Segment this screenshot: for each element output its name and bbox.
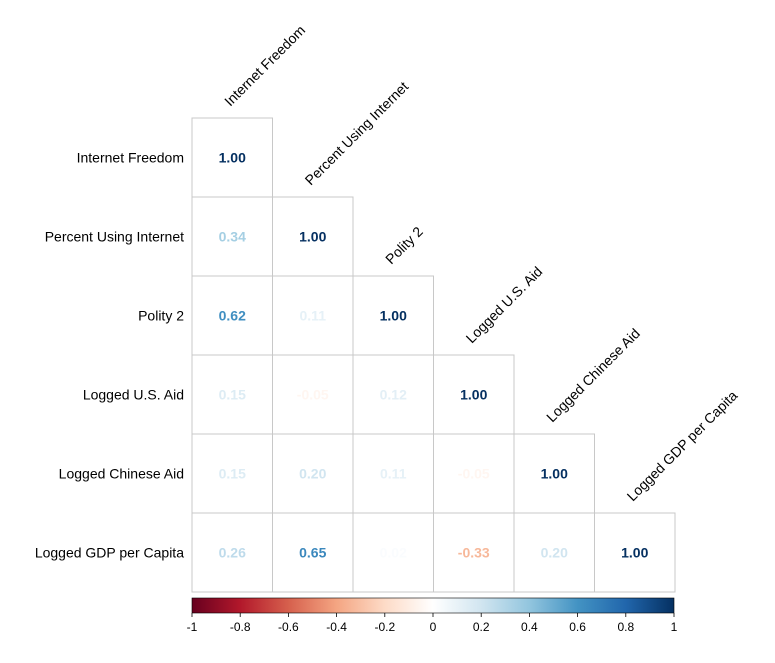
column-label: Logged Chinese Aid (543, 325, 643, 425)
colorbar-tick-label: 1 (671, 620, 678, 634)
colorbar-tick-label: -0.2 (374, 620, 395, 634)
colorbar-tick-label: -0.6 (278, 620, 299, 634)
colorbar-tick-label: 0.8 (617, 620, 634, 634)
cell-value-label: 0.20 (541, 545, 568, 561)
cell-value-label: -0.05 (458, 466, 490, 482)
heatmap-cell (352, 275, 434, 356)
column-label: Logged U.S. Aid (463, 263, 546, 346)
heatmap-cell (191, 117, 273, 198)
heatmap-cells: 1.00 0.34 1.00 0.62 0.11 1.00 0.15 -0.05 0.12 1.0… (191, 117, 676, 593)
colorbar-tick-label: 0.2 (473, 620, 490, 634)
heatmap-cell (352, 354, 434, 435)
colorbar-tick-label: -1 (187, 620, 198, 634)
heatmap-cell (433, 354, 515, 435)
colorbar-tick-label: -0.8 (230, 620, 251, 634)
heatmap-cell (594, 512, 676, 593)
cell-value-label: 1.00 (621, 545, 648, 561)
cell-value-label: 0.11 (380, 466, 407, 482)
row-label: Polity 2 (138, 308, 184, 324)
row-labels: Internet Freedom Percent Using Internet Po… (35, 150, 184, 561)
row-label: Internet Freedom (77, 150, 184, 166)
heatmap-cell (272, 275, 354, 356)
heatmap-cell (191, 354, 273, 435)
cell-value-label: 1.00 (460, 387, 487, 403)
cell-value-label: -0.33 (458, 545, 490, 561)
column-label: Percent Using Internet (302, 78, 412, 188)
row-label: Logged U.S. Aid (83, 387, 184, 403)
row-label: Percent Using Internet (45, 229, 184, 245)
heatmap-cell (352, 433, 434, 514)
cell-value-label: 0.65 (299, 545, 326, 561)
cell-value-label: 0.20 (299, 466, 326, 482)
column-label: Internet Freedom (221, 22, 308, 109)
cell-value-label: 0.34 (219, 229, 246, 245)
heatmap-cell (352, 512, 434, 593)
colorbar-tick-label: 0.6 (569, 620, 586, 634)
colorbar-ticks: -1 -0.8 -0.6 -0.4 -0.2 0 0.2 0.4 0.6 0.8 1 (187, 613, 678, 634)
heatmap-cell (272, 354, 354, 435)
cell-value-label: 0.15 (219, 387, 246, 403)
cell-value-label: 0.11 (300, 308, 327, 324)
cell-value-label: 0.12 (380, 387, 407, 403)
heatmap-cell (191, 275, 273, 356)
cell-value-label: -0.05 (297, 387, 329, 403)
cell-value-label: 1.00 (541, 466, 568, 482)
heatmap-cell (433, 512, 515, 593)
cell-value-label: 0.15 (219, 466, 246, 482)
row-label: Logged Chinese Aid (59, 466, 184, 482)
heatmap-cell (272, 196, 354, 277)
heatmap-cell (513, 433, 595, 514)
colorbar-tick-label: 0.4 (521, 620, 538, 634)
colorbar-tick-label: 0 (430, 620, 437, 634)
cell-value-label: 0.02 (380, 545, 407, 561)
heatmap-cell (272, 512, 354, 593)
column-label: Logged GDP per Capita (624, 387, 741, 504)
row-label: Logged GDP per Capita (35, 545, 184, 561)
heatmap-cell (513, 512, 595, 593)
cell-value-label: 0.62 (219, 308, 246, 324)
heatmap-cell (433, 433, 515, 514)
cell-value-label: 1.00 (219, 150, 246, 166)
colorbar: -1 -0.8 -0.6 -0.4 -0.2 0 0.2 0.4 0.6 0.8 1 (187, 597, 678, 634)
colorbar-gradient (191, 597, 675, 614)
cell-value-label: 0.26 (219, 545, 246, 561)
cell-value-label: 1.00 (380, 308, 407, 324)
column-label: Polity 2 (382, 223, 426, 267)
cell-value-label: 1.00 (299, 229, 326, 245)
colorbar-tick-label: -0.4 (326, 620, 347, 634)
